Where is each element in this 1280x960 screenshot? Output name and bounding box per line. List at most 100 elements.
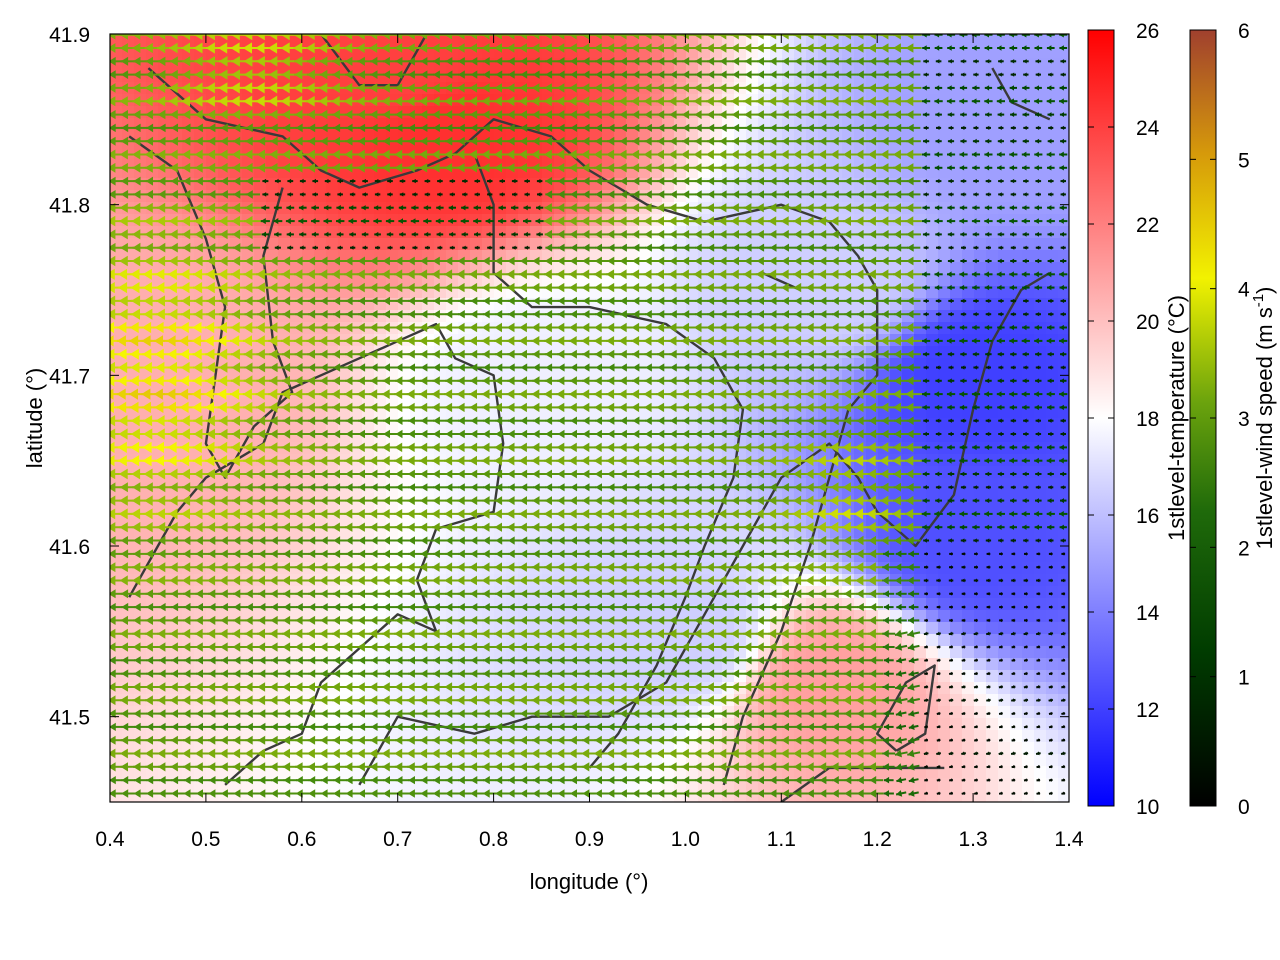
temperature-cell — [1046, 154, 1059, 167]
temperature-cell — [950, 346, 963, 359]
temperature-cell — [1022, 706, 1035, 719]
temperature-cell — [926, 166, 939, 179]
temperature-cell — [974, 670, 987, 683]
temperature-cell — [194, 34, 207, 47]
temperature-cell — [530, 178, 543, 191]
temperature-cell — [434, 550, 447, 563]
temperature-cell — [1010, 58, 1023, 71]
temperature-cell — [1010, 634, 1023, 647]
temperature-cell — [926, 262, 939, 275]
temperature-cell — [878, 226, 891, 239]
temperature-cell — [938, 154, 951, 167]
temperature-cell — [926, 562, 939, 575]
temperature-cell — [650, 34, 663, 47]
temperature-cell — [926, 550, 939, 563]
temperature-cell — [938, 550, 951, 563]
temperature-cell — [542, 430, 555, 443]
temperature-cell — [1022, 562, 1035, 575]
temperature-cell — [554, 310, 567, 323]
temperature-cell — [998, 58, 1011, 71]
temperature-cell — [818, 34, 831, 47]
temperature-cell — [950, 166, 963, 179]
temperature-cell — [1046, 766, 1059, 779]
temperature-cell — [938, 598, 951, 611]
temperature-cell — [914, 106, 927, 119]
temperature-cell — [950, 262, 963, 275]
temperature-cell — [362, 142, 375, 155]
temperature-cell — [314, 154, 327, 167]
temperature-cell — [938, 142, 951, 155]
temperature-cell — [1022, 598, 1035, 611]
temperature-cell — [938, 82, 951, 95]
temperature-cell — [926, 466, 939, 479]
temperature-cell — [998, 154, 1011, 167]
temperature-cell — [1034, 298, 1047, 311]
temperature-cell — [1022, 34, 1035, 47]
temperature-cell — [962, 46, 975, 59]
temperature-cell — [1034, 562, 1047, 575]
temperature-cell — [1022, 310, 1035, 323]
temperature-cell — [1046, 562, 1059, 575]
temperature-cell — [518, 34, 531, 47]
temperature-cell — [1022, 670, 1035, 683]
temperature-cell — [758, 718, 771, 731]
temperature-cell — [1010, 430, 1023, 443]
temperature-cell — [830, 142, 843, 155]
temperature-cell — [950, 670, 963, 683]
temperature-cell — [1046, 514, 1059, 527]
temperature-cell — [506, 226, 519, 239]
temperature-cell — [650, 550, 663, 563]
temperature-cell — [974, 34, 987, 47]
temperature-cell — [1034, 634, 1047, 647]
temperature-cell — [254, 226, 267, 239]
temperature-cell — [1022, 610, 1035, 623]
temperature-cell — [1022, 466, 1035, 479]
temperature-cell — [1010, 550, 1023, 563]
temperature-cell — [1034, 514, 1047, 527]
temperature-cell — [1034, 70, 1047, 83]
temperature-cell — [290, 178, 303, 191]
temperature-cell — [470, 178, 483, 191]
temperature-cell — [1010, 262, 1023, 275]
temperature-cell — [938, 718, 951, 731]
temperature-cell — [986, 562, 999, 575]
temperature-cell — [206, 166, 219, 179]
temperature-cell — [938, 310, 951, 323]
temperature-cell — [1022, 754, 1035, 767]
temperature-cell — [974, 598, 987, 611]
temperature-cell — [1034, 670, 1047, 683]
temperature-cell — [1034, 346, 1047, 359]
temperature-cell — [950, 46, 963, 59]
temperature-cell — [542, 550, 555, 563]
temperature-cell — [1046, 262, 1059, 275]
temperature-cell — [1046, 646, 1059, 659]
temperature-cell — [674, 142, 687, 155]
temperature-cell — [686, 142, 699, 155]
temperature-cell — [206, 154, 219, 167]
temperature-cell — [938, 298, 951, 311]
temperature-cell — [686, 166, 699, 179]
temperature-cell — [194, 130, 207, 143]
temperature-cell — [506, 34, 519, 47]
temperature-cell — [914, 142, 927, 155]
temperature-cell — [470, 142, 483, 155]
temperature-cell — [938, 226, 951, 239]
temperature-cell — [914, 394, 927, 407]
temperature-cell — [1034, 478, 1047, 491]
temperature-cell — [362, 154, 375, 167]
temperature-cell — [230, 550, 243, 563]
temperature-cell — [950, 514, 963, 527]
temperature-cell — [1034, 358, 1047, 371]
temperature-cell — [302, 142, 315, 155]
temperature-cell — [842, 130, 855, 143]
temperature-cell — [458, 190, 471, 203]
temperature-cell — [938, 514, 951, 527]
temperature-cell — [806, 130, 819, 143]
temperature-cell — [950, 70, 963, 83]
temperature-cell — [974, 106, 987, 119]
temperature-cell — [506, 190, 519, 203]
temperature-cell — [986, 478, 999, 491]
temperature-cell — [914, 190, 927, 203]
temperature-cell — [122, 718, 135, 731]
temperature-cell — [326, 130, 339, 143]
